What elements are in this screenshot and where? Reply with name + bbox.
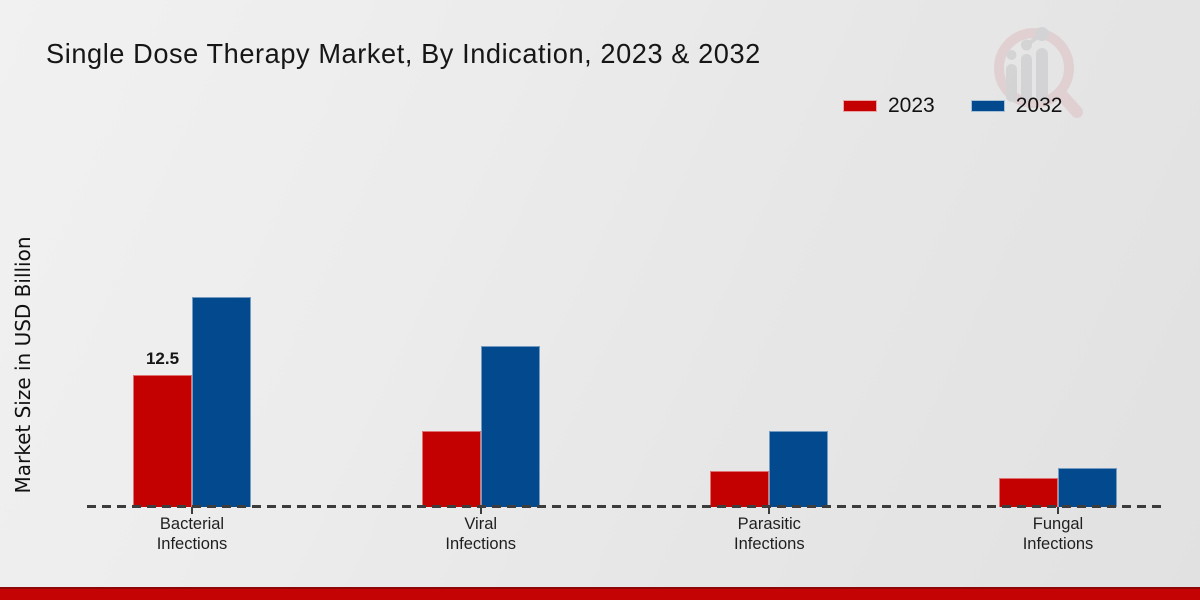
legend: 2023 2032 <box>843 94 1062 118</box>
footer-band <box>0 587 1200 600</box>
bar-value-label-2023-bacterial-infections: 12.5 <box>145 349 180 368</box>
bar-2032-viral-infections <box>480 346 540 507</box>
bar-2023-fungal-infections <box>999 478 1058 507</box>
legend-item-2032: 2032 <box>970 94 1063 118</box>
magnifier-bar-chart-logo-icon <box>994 27 1083 118</box>
x-axis-category-label-parasitic-infections: Parasitic Infections <box>733 515 805 554</box>
bar-2023-bacterial-infections <box>133 375 192 507</box>
chart-title: Single Dose Therapy Market, By Indicatio… <box>46 38 761 69</box>
x-axis-tick-viral-infections <box>479 507 482 514</box>
bar-2032-parasitic-infections <box>769 430 829 507</box>
legend-item-2023: 2023 <box>843 94 935 118</box>
legend-swatch-2032 <box>970 100 1005 112</box>
bar-2023-viral-infections <box>421 430 481 507</box>
x-axis-tick-fungal-infections <box>1057 507 1059 514</box>
x-axis-tick-parasitic-infections <box>768 507 771 514</box>
bar-2032-bacterial-infections <box>192 296 251 507</box>
legend-swatch-2023 <box>843 100 877 112</box>
legend-label-2032: 2032 <box>1015 94 1063 117</box>
bar-2023-parasitic-infections <box>710 471 770 507</box>
bar-2032-fungal-infections <box>1058 467 1117 507</box>
x-axis-baseline <box>87 505 1163 508</box>
x-axis-category-label-viral-infections: Viral Infections <box>445 515 516 554</box>
legend-label-2023: 2023 <box>888 94 935 117</box>
x-axis-category-label-bacterial-infections: Bacterial Infections <box>156 515 228 554</box>
x-axis-tick-bacterial-infections <box>191 507 193 514</box>
x-axis-category-label-fungal-infections: Fungal Infections <box>1022 515 1094 554</box>
